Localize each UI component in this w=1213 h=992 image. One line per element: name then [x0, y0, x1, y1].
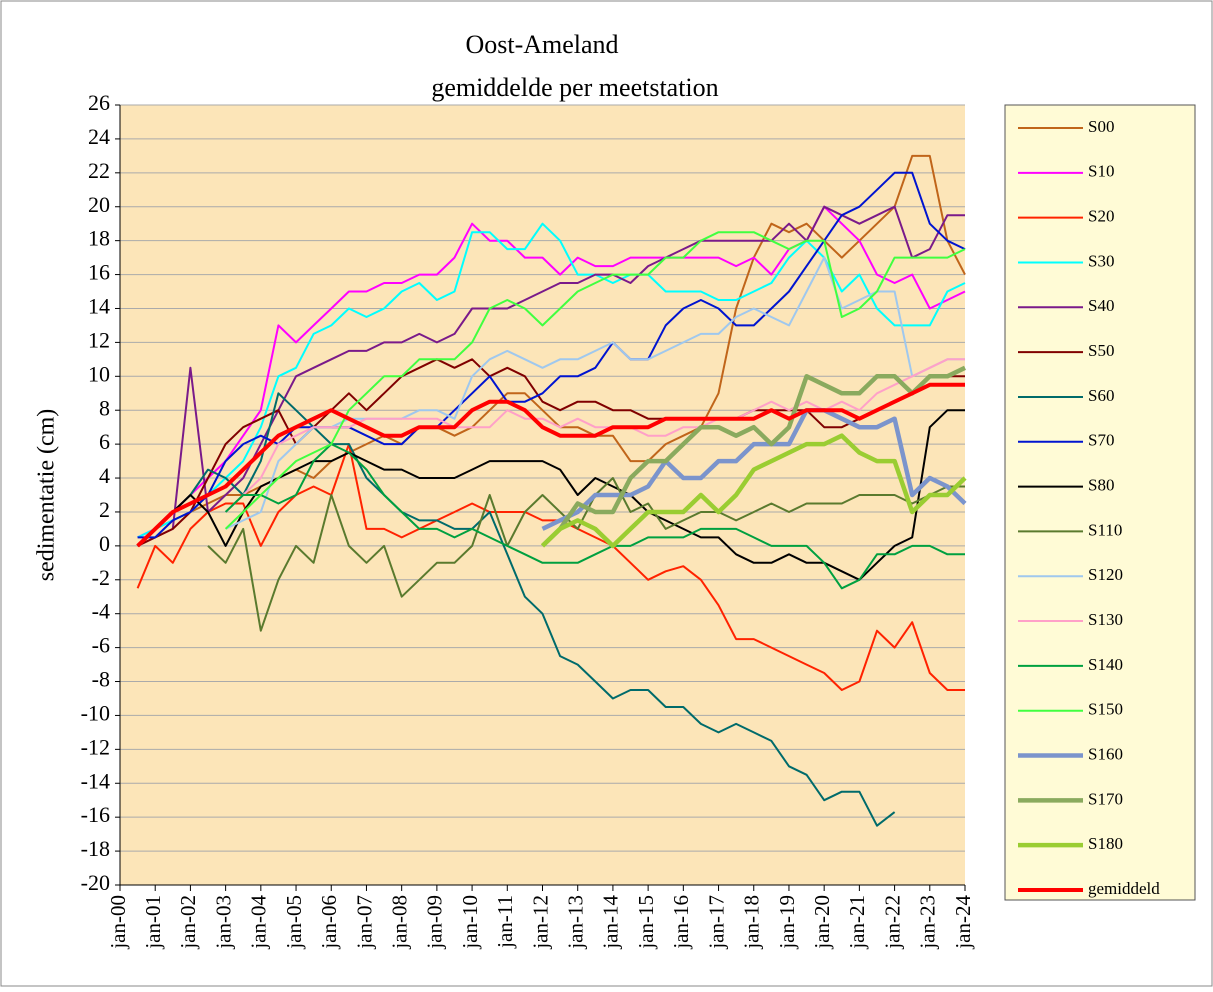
series-line	[540, 365, 966, 548]
x-tick-label: jan-12	[528, 895, 552, 950]
legend-label: S160	[1088, 744, 1123, 763]
series-line	[224, 358, 965, 513]
x-tick-label: jan-09	[423, 895, 447, 950]
x-tick-label: jan-18	[740, 895, 764, 950]
y-tick-label: -10	[81, 700, 110, 725]
x-tick-label: jan-01	[141, 895, 165, 950]
y-tick-label: 20	[88, 192, 110, 217]
x-tick-label: jan-06	[317, 895, 341, 950]
legend-label: S20	[1088, 207, 1114, 226]
legend	[1004, 104, 1196, 901]
legend-label: S10	[1088, 162, 1114, 181]
x-tick-label: jan-14	[599, 895, 623, 950]
legend-label: S70	[1088, 431, 1114, 450]
x-tick-label: jan-02	[176, 895, 200, 950]
y-tick-label: 4	[99, 463, 110, 488]
x-tick-label: jan-03	[211, 895, 235, 950]
series-line	[136, 409, 965, 581]
x-tick-label: jan-22	[880, 895, 904, 950]
series-line	[137, 358, 965, 547]
y-tick-label: -2	[92, 565, 110, 590]
legend-label: S60	[1088, 386, 1114, 405]
x-tick-label: jan-13	[564, 895, 588, 950]
y-tick-label: 16	[88, 260, 110, 285]
x-tick-label: jan-24	[951, 895, 975, 950]
series-line	[136, 443, 965, 691]
x-tick-label: jan-04	[247, 895, 271, 950]
x-tick-label: jan-17	[704, 895, 728, 950]
legend-label: S170	[1088, 789, 1123, 808]
y-tick-label: 8	[99, 395, 110, 420]
x-tick-label: jan-07	[352, 895, 376, 950]
series-line	[136, 382, 965, 548]
y-axis-label: sedimentatie (cm)	[34, 409, 60, 582]
x-tick-label: jan-21	[845, 895, 869, 950]
x-tick-label: jan-20	[810, 895, 834, 950]
y-tick-label: 26	[88, 90, 110, 115]
y-tick-label: 2	[99, 497, 110, 522]
series-line	[137, 205, 965, 547]
x-tick-label: jan-05	[282, 895, 306, 950]
series-line	[137, 171, 966, 539]
x-tick-label: jan-16	[669, 895, 693, 950]
legend-label: S150	[1088, 700, 1123, 719]
series-line	[207, 477, 965, 632]
y-tick-label: 0	[99, 531, 110, 556]
y-tick-label: 12	[88, 327, 110, 352]
legend-label: S120	[1088, 565, 1123, 584]
series-line	[224, 231, 966, 530]
legend-label: gemiddeld	[1088, 879, 1160, 898]
y-tick-label: -16	[81, 802, 110, 827]
y-tick-label: -6	[92, 633, 110, 658]
y-tick-label: -18	[81, 836, 110, 861]
y-tick-label: -8	[92, 667, 110, 692]
y-tick-label: -20	[81, 870, 110, 895]
legend-label: S40	[1088, 296, 1114, 315]
legend-label: S140	[1088, 655, 1123, 674]
legend-label: S130	[1088, 610, 1123, 629]
x-tick-label: jan-08	[387, 895, 411, 950]
legend-label: S80	[1088, 475, 1114, 494]
y-tick-label: -4	[92, 599, 110, 624]
chart-title: Oost-Ameland	[465, 30, 618, 59]
legend-label: S30	[1088, 251, 1114, 270]
series-line	[137, 205, 966, 539]
y-tick-label: -12	[81, 734, 110, 759]
legend-label: S00	[1088, 117, 1114, 136]
y-tick-label: 22	[88, 158, 110, 183]
legend-label: S110	[1088, 520, 1122, 539]
x-tick-label: jan-19	[775, 895, 799, 950]
y-tick-label: 18	[88, 226, 110, 251]
series-line	[540, 433, 967, 549]
y-tick-label: -14	[81, 768, 110, 793]
y-tick-label: 6	[99, 429, 110, 454]
series-line	[541, 407, 967, 531]
legend-label: S180	[1088, 834, 1123, 853]
legend-label: S50	[1088, 341, 1114, 360]
y-tick-label: 14	[88, 294, 110, 319]
chart-subtitle: gemiddelde per meetstation	[431, 73, 718, 102]
y-tick-label: 10	[88, 361, 110, 386]
y-tick-label: 24	[88, 124, 110, 149]
x-tick-label: jan-00	[106, 895, 130, 950]
x-tick-label: jan-23	[916, 895, 940, 950]
x-tick-label: jan-11	[493, 895, 517, 949]
x-tick-label: jan-10	[458, 895, 482, 950]
series-line	[224, 443, 965, 590]
x-tick-label: jan-15	[634, 895, 658, 950]
